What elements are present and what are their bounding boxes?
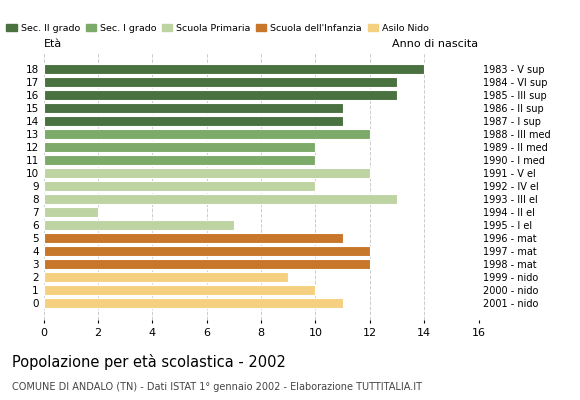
Bar bbox=[44, 103, 343, 113]
Bar bbox=[44, 142, 316, 152]
Bar bbox=[44, 259, 370, 269]
Bar bbox=[44, 246, 370, 256]
Bar bbox=[44, 90, 397, 100]
Text: Popolazione per età scolastica - 2002: Popolazione per età scolastica - 2002 bbox=[12, 354, 285, 370]
Bar bbox=[44, 207, 98, 217]
Bar bbox=[44, 194, 397, 204]
Bar bbox=[44, 116, 343, 126]
Text: COMUNE DI ANDALO (TN) - Dati ISTAT 1° gennaio 2002 - Elaborazione TUTTITALIA.IT: COMUNE DI ANDALO (TN) - Dati ISTAT 1° ge… bbox=[12, 382, 422, 392]
Bar bbox=[44, 129, 370, 139]
Text: Anno di nascita: Anno di nascita bbox=[393, 39, 478, 49]
Bar bbox=[44, 272, 288, 282]
Bar bbox=[44, 233, 343, 243]
Bar bbox=[44, 77, 397, 87]
Bar bbox=[44, 285, 316, 295]
Bar bbox=[44, 298, 343, 308]
Bar bbox=[44, 155, 316, 165]
Bar bbox=[44, 220, 234, 230]
Text: Età: Età bbox=[44, 39, 61, 49]
Legend: Sec. II grado, Sec. I grado, Scuola Primaria, Scuola dell'Infanzia, Asilo Nido: Sec. II grado, Sec. I grado, Scuola Prim… bbox=[3, 20, 432, 36]
Bar bbox=[44, 168, 370, 178]
Bar bbox=[44, 181, 316, 191]
Bar bbox=[44, 64, 424, 74]
